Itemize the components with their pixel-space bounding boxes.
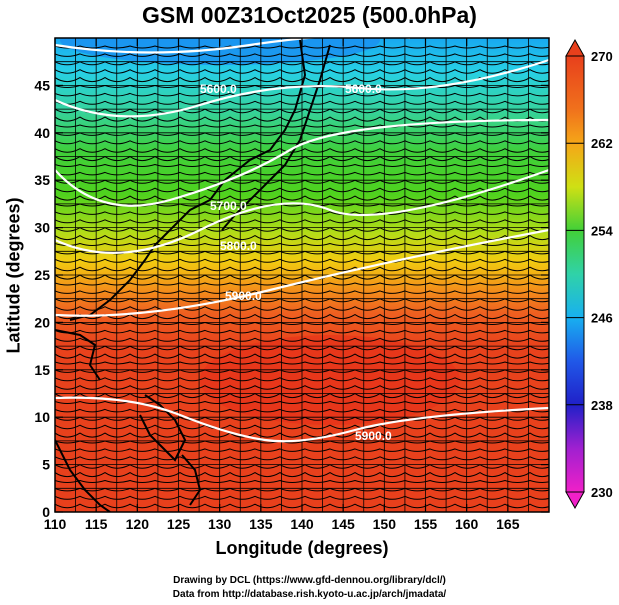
y-tick-label: 30: [34, 220, 50, 236]
y-tick-label: 40: [34, 125, 50, 141]
contour-label: 5600.0: [345, 82, 382, 96]
y-tick-label: 10: [34, 409, 50, 425]
y-axis-ticks: 0 5 10 15 20 25 30 35 40 45: [34, 77, 549, 520]
y-tick-label: 45: [34, 77, 50, 93]
contour-label: 5900.0: [355, 429, 392, 443]
coastlines: [55, 39, 331, 512]
colorbar-label: 246: [591, 311, 613, 326]
y-axis-label: Latitude (degrees): [3, 197, 24, 354]
colorbar-label: 238: [591, 398, 613, 413]
x-tick-label: 155: [414, 516, 438, 532]
x-tick-label: 120: [126, 516, 150, 532]
y-tick-label: 5: [42, 457, 50, 473]
colorbar-label: 262: [591, 136, 613, 151]
colorbar-label: 254: [591, 223, 613, 238]
y-tick-label: 0: [42, 504, 50, 520]
credit-drawing: Drawing by DCL (https://www.gfd-dennou.o…: [173, 575, 446, 586]
x-axis-label: Longitude (degrees): [215, 538, 389, 558]
x-tick-label: 115: [85, 516, 108, 532]
graticule: [55, 38, 549, 512]
colorbar-bottom-arrow: [565, 491, 585, 510]
x-tick-label: 130: [208, 516, 232, 532]
y-tick-label: 25: [34, 267, 50, 283]
x-tick-label: 125: [167, 516, 191, 532]
contour-label: 5600.0: [200, 82, 237, 96]
colorbar-label: 270: [591, 49, 613, 64]
y-tick-label: 35: [34, 172, 50, 188]
x-tick-label: 140: [290, 516, 314, 532]
x-tick-label: 135: [249, 516, 273, 532]
contour-lines: [55, 38, 549, 443]
contour-labels: 5600.0 5600.0 5700.0 5800.0 5900.0 5900.…: [200, 82, 392, 443]
x-axis-ticks: 110 115 120 125 130 135 140 145 150 155 160 165: [44, 38, 520, 532]
credit-data: Data from http://database.rish.kyoto-u.a…: [172, 589, 447, 600]
x-tick-label: 145: [331, 516, 355, 532]
x-tick-label: 150: [373, 516, 397, 532]
colorbar-top-arrow: [565, 38, 585, 57]
x-tick-label: 165: [496, 516, 520, 532]
x-tick-label: 160: [455, 516, 479, 532]
contour-label: 5900.0: [225, 289, 262, 303]
colorbar-body: [565, 55, 585, 493]
colorbar: 270 262 254 246 238 230: [565, 38, 613, 510]
y-tick-label: 20: [34, 314, 50, 330]
x-tick-label: 110: [44, 516, 67, 532]
colorbar-label: 230: [591, 485, 613, 500]
contour-label: 5800.0: [220, 239, 257, 253]
y-tick-label: 15: [34, 362, 50, 378]
contour-label: 5700.0: [210, 199, 247, 213]
chart-title: GSM 00Z31Oct2025 (500.0hPa): [142, 2, 477, 28]
